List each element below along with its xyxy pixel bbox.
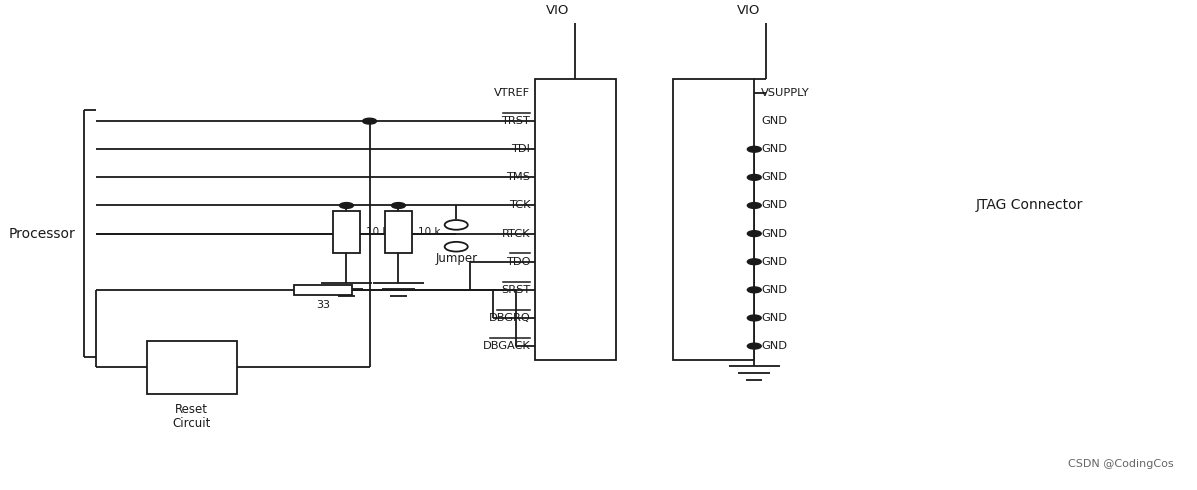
Text: 10 k: 10 k xyxy=(366,227,389,237)
Text: GND: GND xyxy=(761,257,788,267)
Text: GND: GND xyxy=(761,285,788,295)
Text: TDI: TDI xyxy=(511,144,530,154)
Circle shape xyxy=(340,202,353,208)
Text: Circuit: Circuit xyxy=(172,417,211,430)
Text: Reset: Reset xyxy=(175,403,208,416)
Text: 20: 20 xyxy=(680,341,694,351)
Circle shape xyxy=(747,315,761,321)
Text: GND: GND xyxy=(761,144,788,154)
Text: 17: 17 xyxy=(542,313,555,323)
Text: 8: 8 xyxy=(680,172,687,182)
Circle shape xyxy=(747,147,761,152)
Text: GND: GND xyxy=(761,172,788,182)
Text: TCK: TCK xyxy=(509,200,530,211)
Text: TMS: TMS xyxy=(506,172,530,182)
Text: 7: 7 xyxy=(542,172,548,182)
Text: 16: 16 xyxy=(680,285,694,295)
Text: VIO: VIO xyxy=(546,4,570,18)
Text: 6: 6 xyxy=(680,144,687,154)
Circle shape xyxy=(747,287,761,293)
Text: 2: 2 xyxy=(680,88,687,98)
Text: 18: 18 xyxy=(680,313,694,323)
Text: 33: 33 xyxy=(316,299,330,310)
Text: GND: GND xyxy=(761,313,788,323)
Circle shape xyxy=(444,220,468,230)
Text: 10 k: 10 k xyxy=(418,227,440,237)
Bar xyxy=(146,341,237,394)
Text: TDO: TDO xyxy=(505,257,530,267)
Text: 14: 14 xyxy=(680,257,694,267)
Text: GND: GND xyxy=(761,341,788,351)
Text: GND: GND xyxy=(761,116,788,126)
Text: RTCK: RTCK xyxy=(502,229,530,239)
Text: 11: 11 xyxy=(542,229,555,239)
Text: VTREF: VTREF xyxy=(494,88,530,98)
Circle shape xyxy=(363,118,377,124)
Text: SRST: SRST xyxy=(500,285,530,295)
Text: 10: 10 xyxy=(680,200,694,211)
Text: 3: 3 xyxy=(542,116,548,126)
Text: 9: 9 xyxy=(542,200,548,211)
Text: VSUPPLY: VSUPPLY xyxy=(761,88,810,98)
Text: 19: 19 xyxy=(542,341,555,351)
Text: 12: 12 xyxy=(680,229,694,239)
Circle shape xyxy=(747,259,761,265)
Text: 13: 13 xyxy=(542,257,555,267)
Circle shape xyxy=(747,202,761,208)
Bar xyxy=(674,79,754,360)
Circle shape xyxy=(444,242,468,251)
Text: TRST: TRST xyxy=(502,116,530,126)
Circle shape xyxy=(747,343,761,349)
Circle shape xyxy=(391,202,406,208)
Bar xyxy=(535,79,615,360)
Text: Processor: Processor xyxy=(8,226,75,241)
Bar xyxy=(294,285,352,294)
Text: VIO: VIO xyxy=(736,4,760,18)
Bar xyxy=(384,211,412,252)
Text: 5: 5 xyxy=(542,144,548,154)
Text: DBGACK: DBGACK xyxy=(482,341,530,351)
Text: GND: GND xyxy=(761,229,788,239)
Circle shape xyxy=(747,174,761,180)
Bar xyxy=(333,211,360,252)
Text: GND: GND xyxy=(761,200,788,211)
Text: 4: 4 xyxy=(680,116,687,126)
Text: DBGRQ: DBGRQ xyxy=(488,313,530,323)
Text: CSDN @CodingCos: CSDN @CodingCos xyxy=(1068,459,1173,469)
Circle shape xyxy=(747,231,761,237)
Text: 15: 15 xyxy=(542,285,555,295)
Text: JTAG Connector: JTAG Connector xyxy=(976,198,1083,213)
Text: Jumper: Jumper xyxy=(436,252,478,265)
Text: 1: 1 xyxy=(542,88,548,98)
